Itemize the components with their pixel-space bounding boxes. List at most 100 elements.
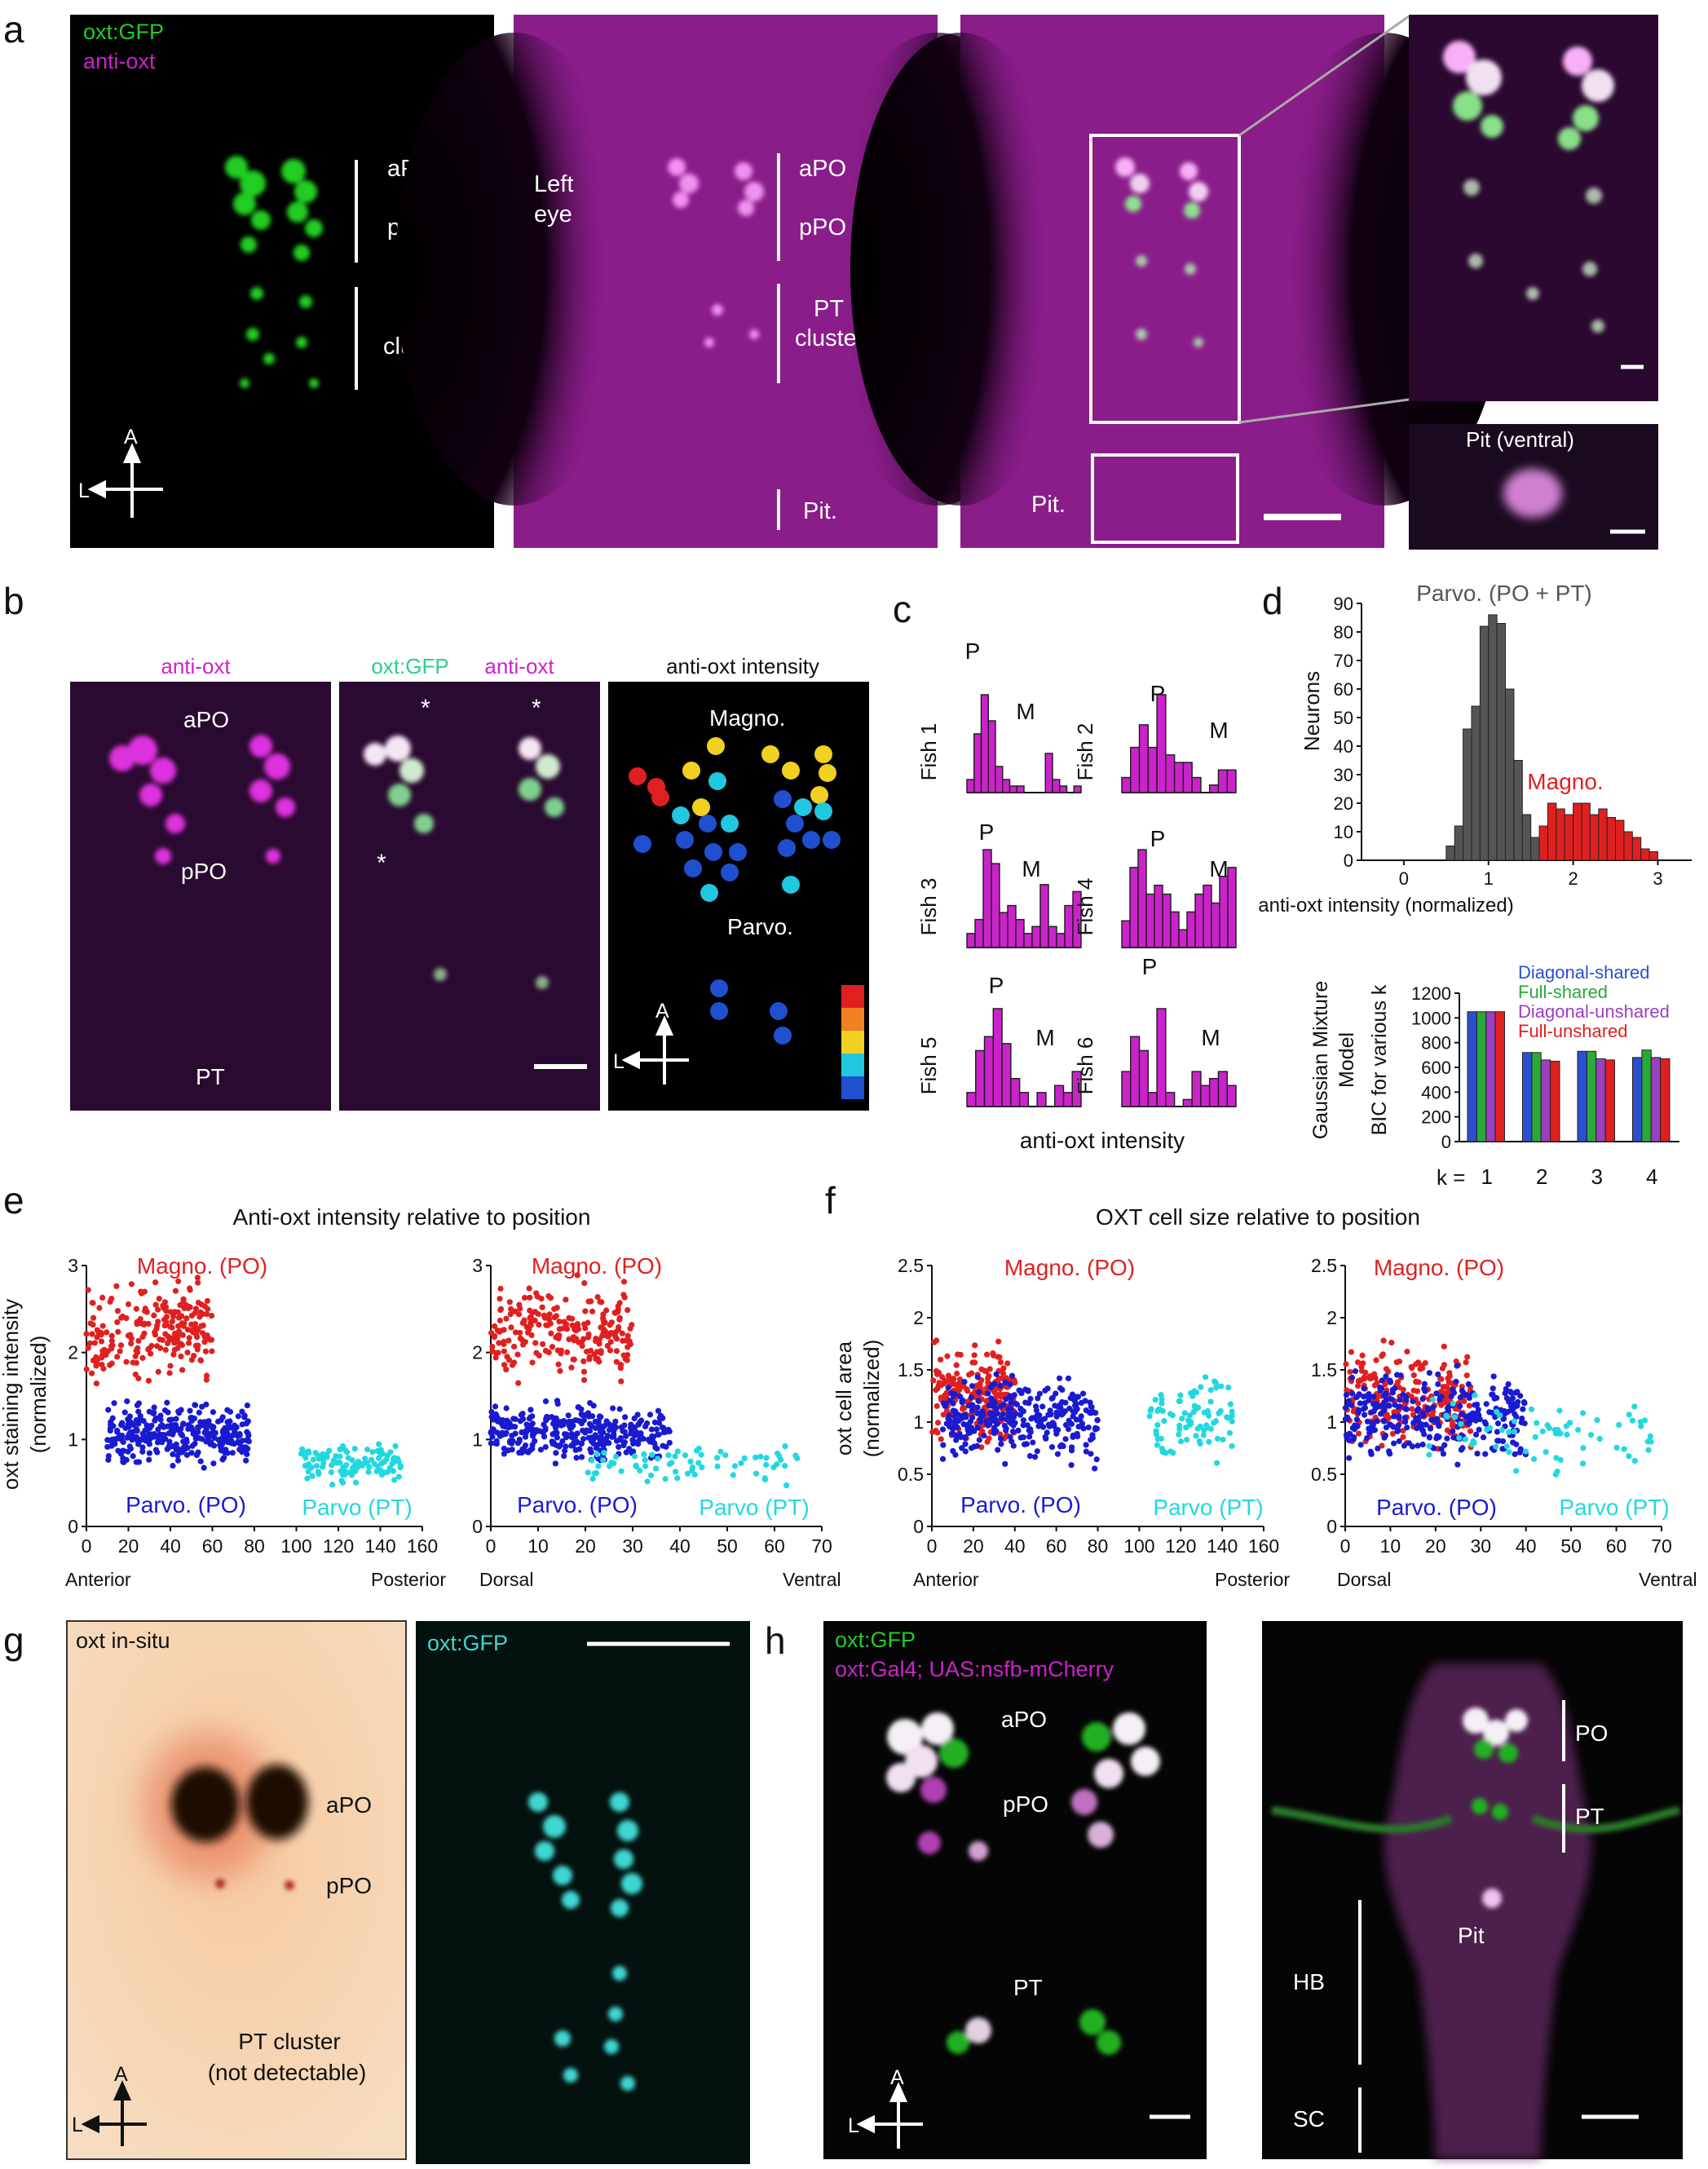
f-right-point <box>1556 1430 1563 1437</box>
f-left-point <box>1227 1401 1234 1407</box>
e-left-point <box>128 1419 135 1426</box>
e-ylabel-1: oxt staining intensity <box>0 1299 23 1490</box>
f-right-point <box>1551 1426 1558 1433</box>
e-left-posterior: Posterior <box>371 1569 446 1590</box>
f-left-point <box>943 1407 951 1414</box>
e-left-point <box>114 1319 121 1326</box>
e-left-point <box>99 1294 106 1301</box>
b3-cell-dot <box>710 979 728 997</box>
d-bic-ylabel-1: Gaussian Mixture <box>1309 981 1332 1140</box>
panel-e: Anti-oxt intensity relative to position … <box>0 1204 841 1590</box>
e-right-point <box>564 1349 571 1355</box>
f-right-point <box>1451 1414 1459 1420</box>
f-right-point <box>1587 1432 1595 1438</box>
c-bar <box>1023 933 1033 948</box>
e-right-point <box>593 1445 600 1451</box>
e-right-point <box>550 1420 557 1427</box>
f-left-point <box>991 1389 998 1396</box>
e-right-point <box>547 1320 554 1327</box>
e-left-point <box>114 1427 121 1434</box>
e-left-point <box>342 1447 349 1453</box>
e-right-point <box>585 1331 592 1337</box>
f-left-point <box>1030 1439 1036 1446</box>
e-right-point <box>540 1341 546 1347</box>
f-left-xtick-label: 140 <box>1207 1535 1238 1557</box>
f-right-point <box>1433 1435 1440 1442</box>
e-left-point <box>124 1398 130 1405</box>
f-right-point <box>1520 1406 1526 1412</box>
e-left-point <box>111 1400 117 1407</box>
e-left-point <box>350 1464 356 1471</box>
c-bar <box>1156 1008 1167 1107</box>
c-bar <box>1203 884 1212 948</box>
e-left-point <box>320 1460 327 1467</box>
e-left-point <box>169 1324 175 1331</box>
e-left-point <box>170 1431 176 1438</box>
e-right-point <box>542 1425 549 1432</box>
e-right-point <box>607 1339 614 1345</box>
f-right-point <box>1343 1391 1350 1398</box>
e-right-point <box>519 1446 526 1452</box>
e-left-point <box>104 1329 110 1336</box>
e-right-point <box>489 1433 496 1440</box>
e-left-point <box>170 1451 176 1458</box>
e-left-point <box>139 1354 146 1361</box>
b3-cell-dot <box>651 789 669 806</box>
e-left-point <box>386 1464 393 1471</box>
e-right-point <box>503 1405 510 1411</box>
f-right-point <box>1616 1421 1622 1429</box>
f-right-point <box>1530 1456 1538 1462</box>
e-right-point <box>753 1470 760 1477</box>
a3-label-pit: Pit. <box>1031 492 1066 518</box>
e-left-point <box>209 1431 215 1438</box>
e-right-point <box>516 1436 523 1442</box>
b3-cell-dot <box>819 764 836 782</box>
e-left-point <box>185 1340 192 1346</box>
g-insitu-ppo-right <box>285 1880 294 1890</box>
f-right-point <box>1361 1385 1367 1392</box>
f-right-point <box>1410 1420 1417 1426</box>
b3-label-magno: Magno. <box>709 705 785 731</box>
b3-cell-dot <box>774 1027 792 1045</box>
e-left-point <box>99 1348 106 1354</box>
e-right-point <box>761 1475 768 1482</box>
e-right-point <box>555 1361 562 1367</box>
e-right-point <box>597 1299 603 1305</box>
f-left-point <box>1146 1413 1153 1420</box>
c-bar <box>1217 1071 1228 1107</box>
f-right-point <box>1419 1396 1426 1403</box>
e-left-point <box>305 1469 311 1475</box>
e-right-point <box>648 1426 655 1433</box>
f-left-point <box>1186 1412 1194 1419</box>
e-left-point <box>177 1301 183 1309</box>
a3-zoom-line-bottom <box>1238 398 1410 424</box>
e-right-point <box>529 1413 536 1420</box>
e-right-point <box>620 1279 628 1285</box>
f-right-point <box>1415 1359 1422 1366</box>
g-label-ppo: pPO <box>326 1873 372 1898</box>
e-right-parvo-po-label: Parvo. (PO) <box>517 1492 638 1517</box>
f-right-parvo-po-label: Parvo. (PO) <box>1376 1495 1497 1520</box>
f-right-point <box>1512 1451 1518 1457</box>
f-left-point <box>1088 1451 1094 1457</box>
f-right-point <box>1404 1425 1410 1431</box>
f-left-point <box>1229 1442 1235 1450</box>
e-right-point <box>504 1354 510 1360</box>
f-left-point <box>975 1398 982 1404</box>
e-left-xtick-label: 140 <box>364 1535 395 1557</box>
e-left-point <box>221 1449 227 1456</box>
e-right-point <box>554 1400 561 1407</box>
e-right-point <box>505 1337 512 1344</box>
e-right-point <box>563 1326 570 1332</box>
e-right-point <box>596 1423 602 1429</box>
e-left-point <box>384 1452 391 1459</box>
f-left-point <box>1094 1416 1101 1424</box>
f-right-point <box>1645 1447 1652 1453</box>
d-hist-bar <box>1589 814 1600 861</box>
f-right-parvo-pt-label: Parvo (PT) <box>1559 1495 1669 1520</box>
f-left-point <box>984 1351 991 1358</box>
f-left-point <box>1050 1420 1057 1427</box>
f-right-xtick-label: 10 <box>1380 1535 1401 1557</box>
e-right-point <box>559 1438 566 1445</box>
f-left-xtick-label: 100 <box>1123 1535 1154 1557</box>
